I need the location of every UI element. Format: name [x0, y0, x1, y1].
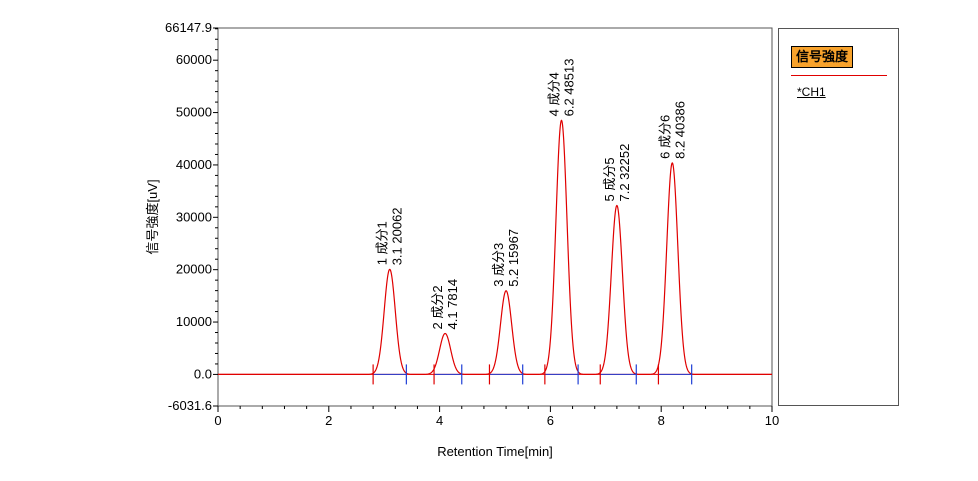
peak-label-value: 4.1 7814 [445, 279, 460, 330]
x-tick-label: 10 [765, 413, 779, 428]
peak-label-value: 6.2 48513 [562, 59, 577, 117]
peak-label-name: 2 成分2 [430, 285, 445, 329]
y-tick-label: 50000 [176, 105, 212, 120]
y-tick-label: 66147.9 [165, 20, 212, 35]
peak-label-name: 5 成分5 [602, 157, 617, 201]
y-tick-label: 10000 [176, 314, 212, 329]
peak-label-value: 8.2 40386 [672, 101, 687, 159]
peak-label-name: 6 成分6 [657, 115, 672, 159]
legend-series-line [791, 75, 887, 76]
x-axis-label: Retention Time[min] [437, 444, 553, 459]
x-tick-label: 6 [547, 413, 554, 428]
peak-annotations: 1 成分1 3.1 20062 2 成分2 4.1 7814 3 成分3 5.2 1596… [372, 59, 693, 385]
y-tick-label: 0.0 [194, 366, 212, 381]
x-tick-label: 2 [325, 413, 332, 428]
plot-area [217, 27, 773, 407]
peak-label-value: 3.1 20062 [390, 207, 405, 265]
y-axis-label: 信号強度[uV] [145, 179, 160, 254]
peak-label-name: 3 成分3 [491, 243, 506, 287]
peak-label-name: 4 成分4 [547, 72, 562, 116]
legend-panel: 信号強度 *CH1 [778, 28, 899, 406]
y-tick-label: -6031.6 [168, 398, 212, 413]
y-axis: -6031.6 0.0 10000 20000 30000 40000 50000 60000… [165, 20, 218, 413]
chromatogram-trace [218, 119, 772, 376]
y-tick-label: 30000 [176, 209, 212, 224]
y-tick-label: 40000 [176, 157, 212, 172]
legend-series-ch1[interactable]: *CH1 [797, 85, 826, 99]
x-tick-label: 8 [658, 413, 665, 428]
y-tick-label: 20000 [176, 262, 212, 277]
x-tick-label: 0 [214, 413, 221, 428]
peak-label-name: 1 成分1 [375, 221, 390, 265]
peak-label-value: 7.2 32252 [617, 144, 632, 202]
peak-label-value: 5.2 15967 [506, 229, 521, 287]
legend-title: 信号強度 [791, 46, 854, 68]
x-axis: 0 2 4 6 8 10 [214, 406, 779, 428]
x-tick-label: 4 [436, 413, 443, 428]
y-tick-label: 60000 [176, 52, 212, 67]
